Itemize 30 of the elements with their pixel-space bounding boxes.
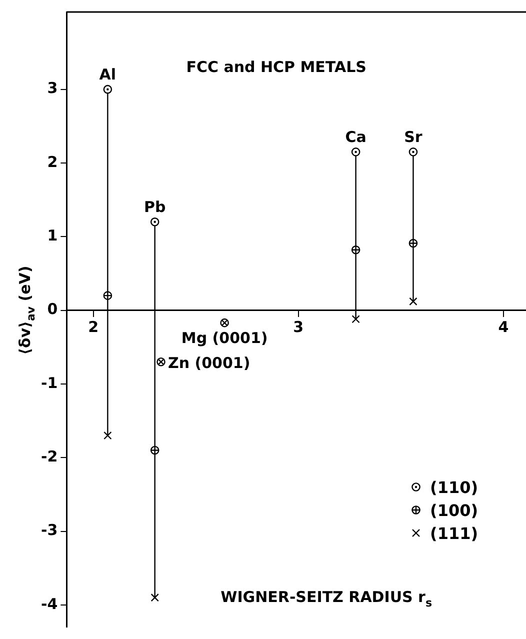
y-axis-title: ⟨δv⟩av (eV) <box>16 266 38 355</box>
annotation: Pb <box>144 198 166 216</box>
point <box>409 297 418 306</box>
annotation: Mg (0001) <box>181 328 268 347</box>
y-tick-label: -1 <box>40 374 58 392</box>
point <box>352 315 360 324</box>
y-tick-label: -3 <box>40 521 58 540</box>
text: FCC and HCP METALS <box>186 58 366 76</box>
x-tick-label: 4 <box>498 318 509 336</box>
point <box>104 431 112 440</box>
point <box>351 148 360 156</box>
x-tick-label: 2 <box>88 318 99 336</box>
legend-label: (100) <box>430 501 478 520</box>
point <box>150 218 160 226</box>
point <box>408 148 418 156</box>
legend-label: (110) <box>430 478 478 497</box>
annotation: Sr <box>404 128 423 146</box>
x-tick-label: 3 <box>293 318 304 336</box>
annotation: Zn (0001) <box>168 354 250 372</box>
annotation: Al <box>99 65 116 84</box>
y-tick-label: 2 <box>47 152 58 171</box>
y-tick-label: 0 <box>47 300 58 318</box>
y-tick-label: -2 <box>40 447 58 466</box>
point <box>103 84 112 94</box>
y-tick-label: -4 <box>40 594 58 613</box>
y-tick-label: 1 <box>47 226 58 245</box>
annotation: Ca <box>345 128 366 146</box>
point <box>150 593 159 602</box>
legend-label: (111) <box>430 524 478 543</box>
y-tick-label: 3 <box>47 79 58 98</box>
